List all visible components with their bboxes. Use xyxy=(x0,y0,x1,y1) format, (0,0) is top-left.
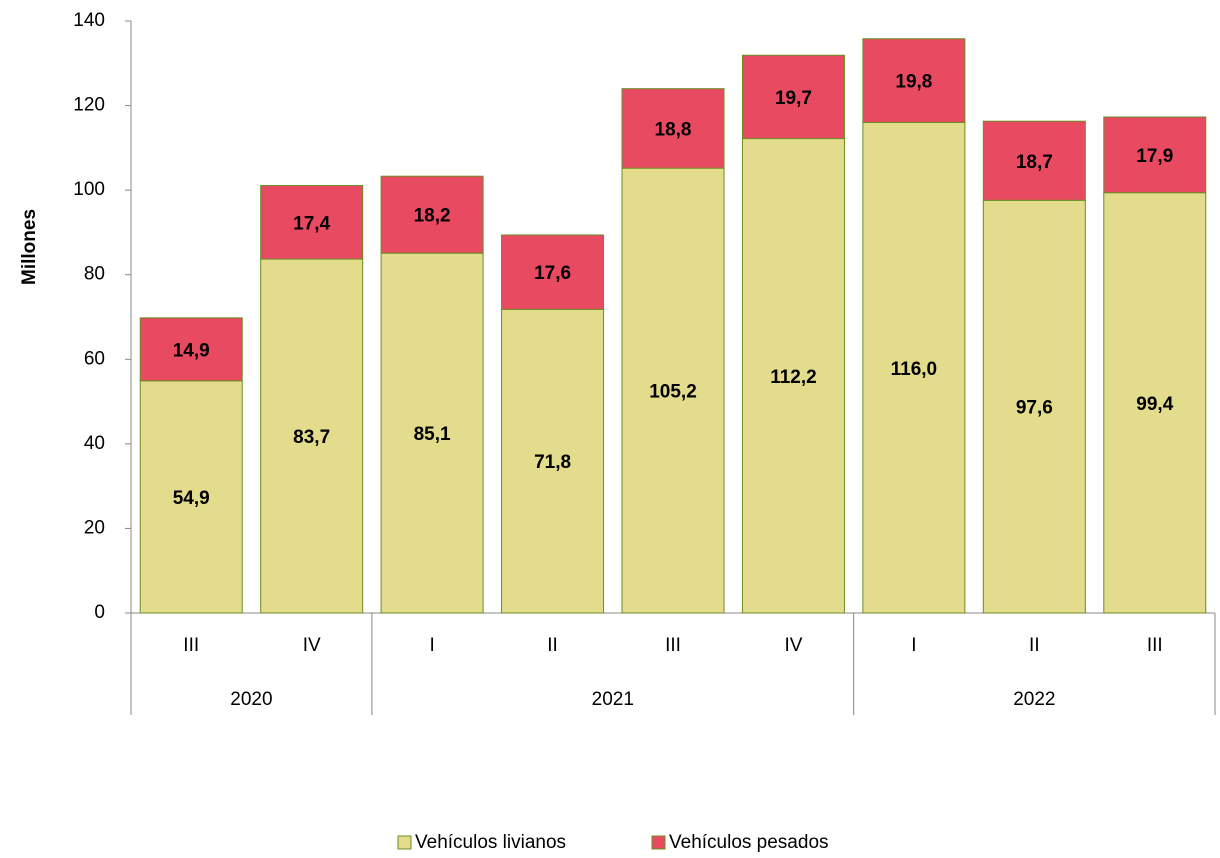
bar-segment xyxy=(501,308,605,614)
data-label: 18,8 xyxy=(655,119,692,140)
y-tick-label: 80 xyxy=(84,264,105,285)
x-tick-label: I xyxy=(911,635,916,656)
data-label: 18,2 xyxy=(414,206,451,227)
bar-segment xyxy=(380,175,484,254)
data-label: 18,7 xyxy=(1016,152,1053,173)
bar-segment xyxy=(982,199,1086,614)
bar-segment xyxy=(621,167,725,614)
bar-segment xyxy=(1103,192,1207,614)
y-tick-label: 100 xyxy=(73,179,105,200)
bar-segment xyxy=(1103,116,1207,194)
x-tick-label: II xyxy=(1029,635,1040,656)
y-tick-label: 140 xyxy=(73,10,105,31)
bar-segment xyxy=(862,38,966,123)
legend-label: Vehículos pesados xyxy=(669,832,829,853)
bar-segment xyxy=(260,258,364,614)
x-tick-label: III xyxy=(183,635,199,656)
legend-swatch xyxy=(397,835,412,850)
data-label: 116,0 xyxy=(891,359,938,380)
y-tick-label: 120 xyxy=(73,95,105,116)
x-group-label: 2021 xyxy=(592,689,634,710)
data-label: 97,6 xyxy=(1016,398,1053,419)
data-label: 17,9 xyxy=(1136,146,1173,167)
x-tick-label: III xyxy=(665,635,681,656)
legend-swatch xyxy=(651,835,666,850)
y-tick-label: 0 xyxy=(94,602,105,623)
bar-segment xyxy=(501,234,605,310)
bar-segment xyxy=(982,120,1086,201)
bar-segment xyxy=(741,138,845,614)
bar-segment xyxy=(862,121,966,614)
x-tick-label: IV xyxy=(303,635,321,656)
x-tick-label: II xyxy=(547,635,558,656)
bar-segment xyxy=(139,317,243,382)
x-group-label: 2022 xyxy=(1013,689,1055,710)
data-label: 19,8 xyxy=(895,72,932,93)
bar-segment xyxy=(741,54,845,140)
data-label: 14,9 xyxy=(173,340,210,361)
bar-segment xyxy=(380,252,484,614)
bar-segment xyxy=(260,184,364,260)
y-tick-label: 20 xyxy=(84,517,105,538)
legend-label: Vehículos livianos xyxy=(415,832,566,853)
data-label: 17,4 xyxy=(293,213,330,234)
x-tick-label: I xyxy=(429,635,434,656)
data-label: 112,2 xyxy=(770,367,817,388)
data-label: 17,6 xyxy=(534,263,571,284)
data-label: 54,9 xyxy=(173,488,210,509)
bar-segment xyxy=(621,88,725,169)
x-tick-label: IV xyxy=(784,635,802,656)
x-group-label: 2020 xyxy=(230,689,272,710)
data-label: 85,1 xyxy=(414,424,451,445)
x-tick-label: III xyxy=(1147,635,1163,656)
data-label: 99,4 xyxy=(1136,394,1173,415)
data-label: 71,8 xyxy=(534,452,571,473)
y-axis-label: Millones xyxy=(19,209,40,285)
data-label: 19,7 xyxy=(775,88,812,109)
y-tick-label: 40 xyxy=(84,433,105,454)
data-label: 83,7 xyxy=(293,427,330,448)
data-label: 105,2 xyxy=(649,382,697,403)
y-tick-label: 60 xyxy=(84,348,105,369)
